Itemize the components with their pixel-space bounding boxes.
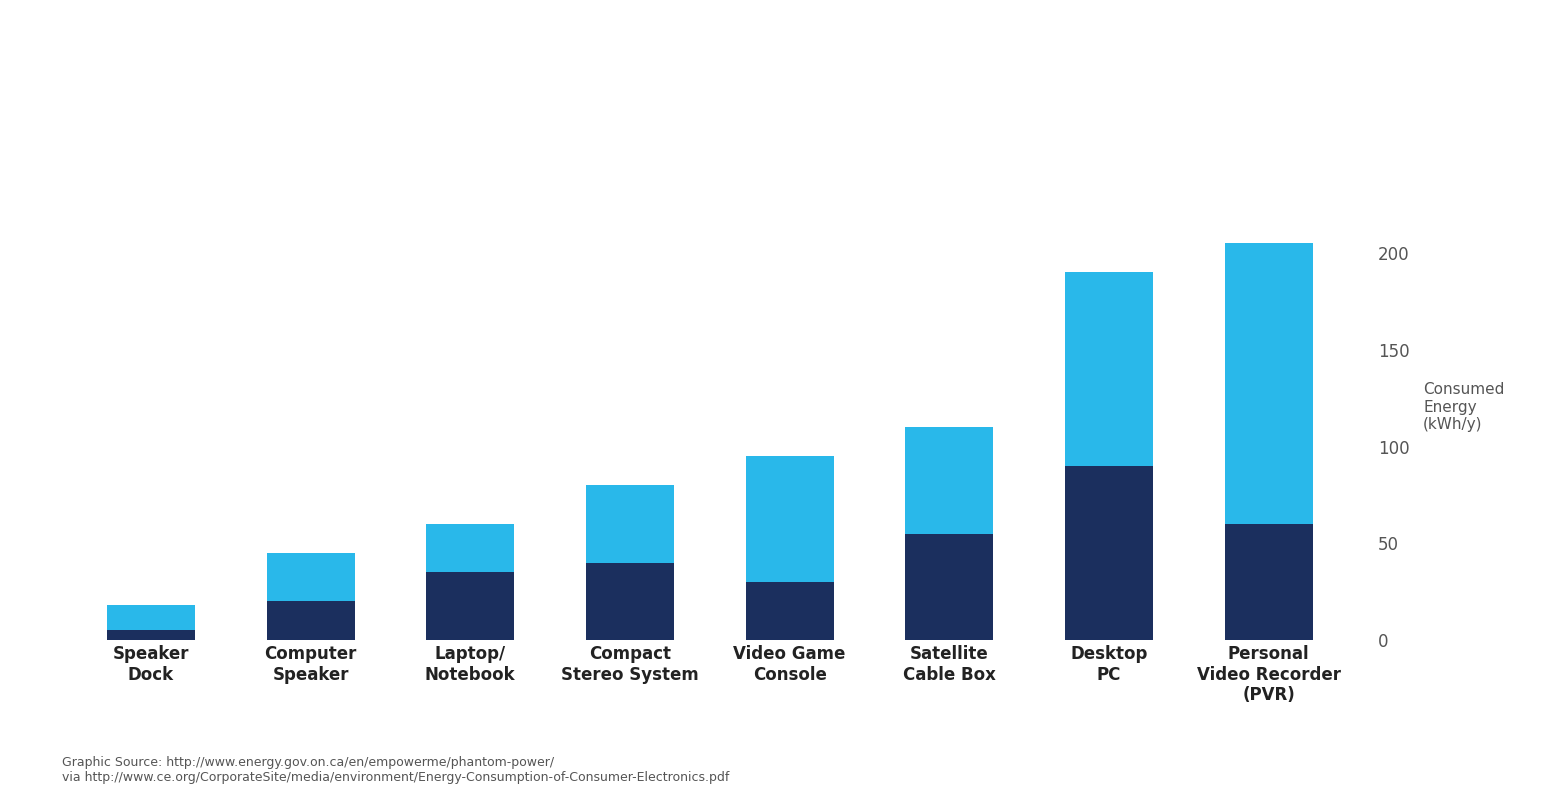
Bar — [267, 602, 354, 640]
Bar — [905, 534, 994, 640]
Bar — [1225, 243, 1312, 524]
Bar — [587, 562, 674, 640]
Bar — [746, 582, 833, 640]
Bar — [1065, 272, 1153, 466]
Bar — [108, 630, 195, 640]
Bar — [426, 524, 515, 572]
Text: Graphic Source: http://www.energy.gov.on.ca/en/empowerme/phantom-power/
via http: Graphic Source: http://www.energy.gov.on… — [62, 756, 730, 784]
Bar — [746, 456, 833, 582]
Y-axis label: Consumed
Energy
(kWh/y): Consumed Energy (kWh/y) — [1423, 382, 1504, 432]
Bar — [905, 427, 994, 534]
Bar — [426, 572, 515, 640]
Bar — [1225, 524, 1312, 640]
Bar — [108, 605, 195, 630]
Bar — [267, 553, 354, 602]
Bar — [587, 486, 674, 562]
Bar — [1065, 466, 1153, 640]
